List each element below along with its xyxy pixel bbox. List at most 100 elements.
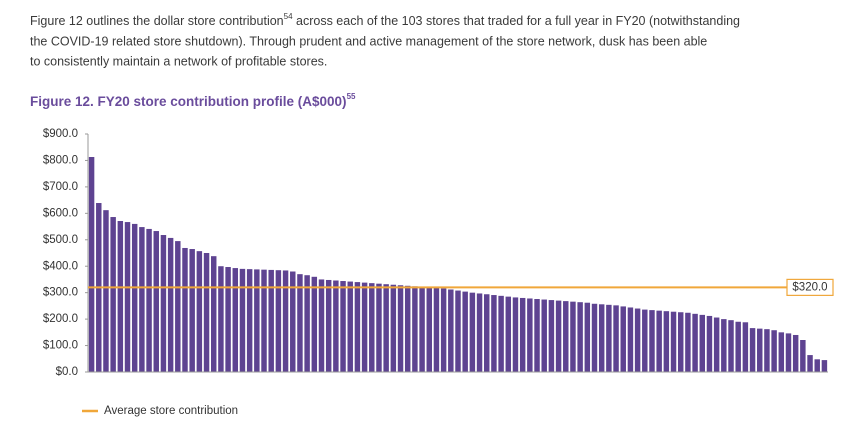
chart-title: Figure 12. FY20 store contribution profi… (30, 92, 356, 108)
bar (742, 322, 749, 372)
bar (721, 319, 727, 372)
bar (757, 328, 763, 372)
bar (534, 299, 540, 372)
bar (469, 292, 476, 372)
bar (555, 300, 562, 372)
bar (584, 302, 591, 372)
bar (692, 313, 698, 372)
bar (412, 286, 418, 372)
bar (613, 305, 619, 372)
text: Figure 12 outlines the dollar store cont… (30, 14, 284, 28)
bar (541, 299, 547, 372)
bar (210, 256, 217, 372)
bar (484, 294, 490, 372)
bar (735, 321, 741, 372)
bar (563, 301, 569, 372)
bar (290, 271, 296, 372)
bar (677, 312, 684, 372)
bar (455, 290, 461, 372)
bar (713, 317, 720, 372)
bar (333, 280, 339, 372)
bar (685, 312, 691, 372)
y-tick-label: $0.0 (56, 366, 78, 378)
paragraph-line: the COVID-19 related store shutdown). Th… (30, 34, 707, 48)
bar (448, 289, 454, 372)
y-tick-label: $500.0 (43, 234, 78, 246)
bar (476, 293, 483, 372)
bar (390, 284, 397, 372)
bar (117, 221, 124, 372)
bar (527, 298, 533, 372)
bar (275, 270, 282, 372)
bar (656, 310, 662, 372)
bar (778, 332, 785, 372)
bar (491, 295, 497, 372)
bar (706, 315, 713, 372)
y-tick-label: $600.0 (43, 207, 78, 219)
bar (232, 268, 239, 372)
bar (311, 276, 318, 372)
bar (297, 274, 303, 372)
paragraph-line: Figure 12 outlines the dollar store cont… (30, 12, 740, 28)
bar (699, 314, 706, 372)
bar (261, 269, 267, 372)
bar (649, 310, 655, 372)
bar (663, 311, 670, 372)
bar (153, 231, 159, 372)
value-label-box (786, 278, 834, 296)
bar (814, 359, 820, 372)
bar (139, 227, 145, 372)
y-tick-label: $200.0 (43, 313, 78, 325)
bar (304, 275, 310, 372)
bar (88, 157, 95, 372)
bar (203, 253, 210, 372)
legend-label: Average store contribution (104, 405, 238, 417)
bar (246, 269, 253, 372)
bar (340, 281, 346, 372)
bar (548, 300, 555, 372)
bar (749, 328, 756, 372)
bar (225, 267, 231, 372)
bar (254, 269, 260, 372)
footnote-ref: 54 (284, 12, 293, 21)
text: Figure 12. FY20 store contribution profi… (30, 94, 347, 109)
bar (519, 297, 526, 372)
bar (634, 308, 641, 372)
bar (318, 279, 325, 372)
bar (807, 355, 813, 372)
bar (627, 307, 634, 372)
bar (167, 237, 174, 372)
y-tick-label: $100.0 (43, 340, 78, 352)
bar (282, 270, 289, 372)
bar (404, 285, 411, 372)
bar (498, 295, 504, 372)
bar (426, 287, 432, 372)
y-tick-label: $700.0 (43, 181, 78, 193)
y-tick-label: $400.0 (43, 260, 78, 272)
bar (124, 222, 131, 372)
bar (728, 320, 734, 372)
bar (189, 249, 195, 372)
bar (196, 251, 203, 372)
bar (785, 333, 792, 372)
bar (606, 304, 612, 372)
bar (591, 303, 598, 372)
bar (182, 247, 188, 372)
paragraph-line: to consistently maintain a network of pr… (30, 54, 327, 68)
bar (462, 291, 468, 372)
bar (620, 306, 626, 372)
value-label: $320.0 (792, 281, 827, 293)
bar (383, 284, 389, 372)
footnote-ref: 55 (347, 92, 356, 101)
bar (570, 301, 576, 372)
bar (175, 241, 181, 372)
bar (505, 296, 512, 372)
bar (103, 210, 109, 372)
bar (792, 334, 799, 372)
bar (146, 228, 152, 372)
bar (354, 282, 361, 372)
bar (800, 340, 806, 372)
bar (433, 287, 440, 372)
bar (764, 329, 770, 372)
